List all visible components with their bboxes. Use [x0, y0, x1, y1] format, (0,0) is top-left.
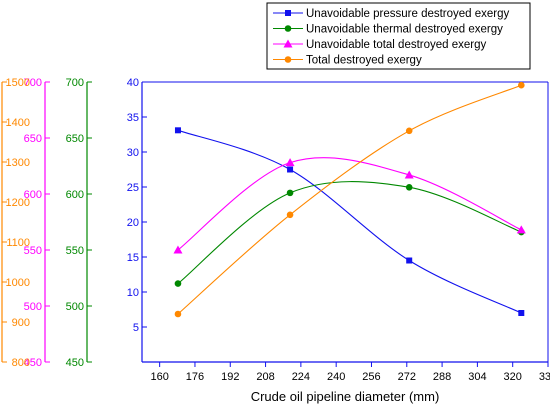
- data-point-green: [174, 280, 182, 287]
- x-tick-label: 304: [468, 371, 486, 383]
- markers-layer: [173, 81, 526, 318]
- series-line-green: [177, 181, 522, 285]
- y-tick-label-blue: 20: [127, 217, 139, 229]
- y-tick-label-orange: 1200: [6, 197, 30, 209]
- y-tick-label-magenta: 450: [24, 357, 42, 369]
- data-point-orange: [174, 310, 182, 318]
- y-tick-label-blue: 30: [127, 147, 139, 159]
- data-point-blue: [518, 310, 525, 316]
- x-tick-label: 288: [433, 371, 451, 383]
- data-point-orange: [518, 81, 525, 89]
- y-tick-label-magenta: 500: [24, 301, 42, 313]
- lines-layer: [177, 84, 522, 315]
- y-tick-label-magenta: 700: [24, 77, 42, 89]
- y-tick-label-magenta: 650: [24, 133, 42, 145]
- data-point-blue: [287, 166, 294, 173]
- legend-marker-green: [284, 25, 292, 32]
- y-tick-label-orange: 1500: [6, 77, 30, 89]
- y-tick-label-green: 650: [66, 133, 84, 145]
- y-tick-label-blue: 10: [127, 287, 139, 299]
- legend-label-blue: Unavoidable pressure destroyed exergy: [306, 8, 510, 20]
- legend-label-orange: Total destroyed exergy: [306, 55, 422, 67]
- y-tick-label-orange: 1100: [6, 237, 30, 249]
- legend-marker-orange: [284, 56, 292, 63]
- y-tick-label-orange: 800: [12, 357, 30, 369]
- data-point-blue: [406, 257, 413, 264]
- x-tick-label: 192: [221, 371, 239, 383]
- x-tick-label: 336: [539, 371, 550, 383]
- data-point-orange: [405, 127, 413, 135]
- y-tick-label-green: 550: [66, 245, 84, 257]
- y-tick-label-orange: 1300: [6, 157, 30, 169]
- legend-box: [266, 2, 531, 70]
- series-line-magenta: [177, 157, 522, 251]
- y-tick-label-blue: 5: [133, 322, 139, 334]
- data-point-green: [405, 183, 413, 191]
- y-tick-label-magenta: 550: [24, 245, 42, 257]
- legend: Unavoidable pressure destroyed exergy Una…: [266, 2, 531, 70]
- data-point-blue: [174, 127, 181, 134]
- x-tick-label: 240: [327, 371, 345, 383]
- data-point-magenta: [516, 225, 526, 234]
- axes-layer: 160 176 192 208 224 240 256 272 288 304 320 336 5 10 1…: [1, 77, 550, 383]
- x-tick-label: 224: [292, 371, 310, 383]
- series-line-blue: [177, 129, 522, 314]
- y-tick-label-blue: 15: [127, 252, 139, 264]
- y-tick-label-blue: 40: [127, 77, 139, 89]
- y-tick-label-green: 500: [66, 301, 84, 313]
- legend-label-green: Unavoidable thermal destroyed exergy: [306, 24, 503, 36]
- y-tick-label-magenta: 600: [24, 189, 42, 201]
- legend-marker-magenta: [283, 39, 293, 48]
- data-point-magenta: [173, 245, 183, 254]
- x-tick-label: 176: [186, 371, 204, 383]
- series-line-orange: [177, 84, 522, 315]
- data-point-orange: [286, 211, 294, 219]
- y-tick-label-orange: 1000: [6, 277, 30, 289]
- y-tick-label-blue: 25: [127, 182, 139, 194]
- x-tick-label: 160: [150, 371, 168, 383]
- legend-marker-blue: [285, 10, 291, 16]
- x-tick-label: 320: [504, 371, 522, 383]
- x-tick-label: 256: [362, 371, 380, 383]
- data-point-magenta: [404, 170, 414, 179]
- y-tick-label-blue: 35: [127, 112, 139, 124]
- y-tick-label-orange: 900: [12, 317, 30, 329]
- y-tick-label-green: 700: [66, 77, 84, 89]
- y-tick-label-green: 450: [66, 357, 84, 369]
- x-tick-label: 272: [398, 371, 416, 383]
- y-tick-label-green: 600: [66, 189, 84, 201]
- y-tick-label-orange: 1400: [6, 117, 30, 129]
- legend-label-magenta: Unavoidable total destroyed exergy: [306, 39, 487, 51]
- data-point-green: [286, 189, 294, 197]
- data-point-magenta: [285, 158, 295, 167]
- x-tick-label: 208: [256, 371, 274, 383]
- x-axis-title: Crude oil pipeline diameter (mm): [251, 389, 440, 404]
